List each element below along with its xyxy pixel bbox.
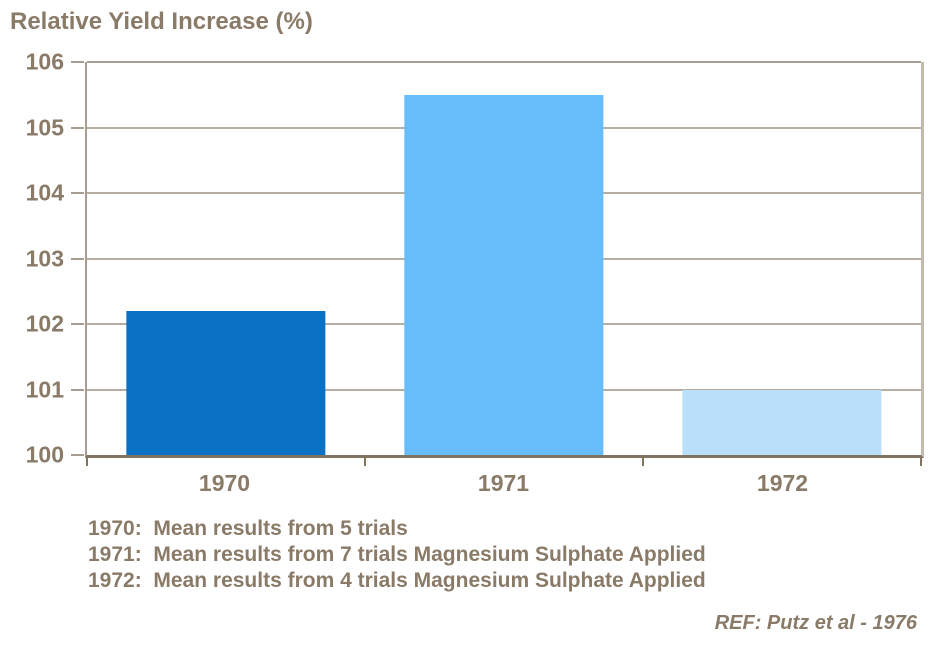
footnote-1970: 1970: Mean results from 5 trials [88, 517, 408, 540]
y-tick-mark-105 [71, 126, 84, 129]
x-tick-mark-1 [363, 458, 366, 466]
footnote-1971: 1971: Mean results from 7 trials Magnesi… [88, 543, 706, 566]
reference-text: REF: Putz et al - 1976 [714, 612, 917, 634]
plot-area [85, 61, 924, 466]
bar-1971 [404, 94, 604, 455]
y-tick-label-105: 105 [25, 114, 64, 140]
y-tick-label-106: 106 [25, 48, 64, 75]
y-tick-mark-106 [71, 61, 84, 63]
y-tick-label-104: 104 [25, 179, 64, 206]
x-tick-label-1970: 1970 [198, 470, 251, 496]
y-tick-label-100: 100 [25, 441, 64, 468]
y-tick-label-102: 102 [25, 310, 64, 337]
x-tick-label-1971: 1971 [477, 470, 530, 496]
y-tick-label-101: 101 [25, 376, 64, 403]
x-tick-mark-3 [920, 458, 922, 466]
y-tick-mark-101 [71, 388, 84, 391]
bar-1970 [126, 310, 326, 455]
gridline-106 [87, 61, 921, 63]
y-tick-label-103: 103 [25, 245, 64, 271]
y-axis: 100 101 102 103 104 105 106 [0, 50, 85, 466]
y-tick-mark-100 [71, 454, 84, 456]
y-tick-mark-102 [71, 323, 84, 326]
footnotes: 1970: Mean results from 5 trials 1971: M… [88, 516, 706, 594]
x-tick-mark-2 [641, 458, 644, 466]
x-tick-mark-0 [86, 458, 88, 466]
x-tick-label-1972: 1972 [756, 470, 809, 496]
footnote-1972: 1972: Mean results from 4 trials Magnesi… [88, 569, 706, 592]
bar-1972 [682, 389, 882, 455]
y-tick-mark-103 [71, 257, 84, 260]
y-tick-mark-104 [71, 192, 84, 195]
x-axis: 1970 1971 1972 [85, 470, 922, 500]
chart-title: Relative Yield Increase (%) [10, 8, 313, 35]
